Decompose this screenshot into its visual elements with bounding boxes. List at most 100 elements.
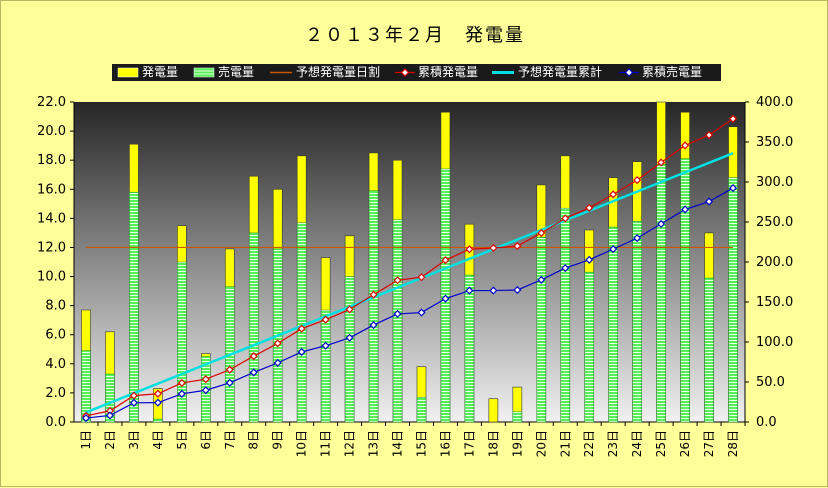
left-tick-label: 18.0 [37,153,66,168]
right-tick-label: 50.0 [756,375,785,390]
cumulative-generation-point [489,243,498,253]
x-tick-label: 8日 [247,430,261,450]
cumulative-sell-point [345,333,354,342]
sell-bar [392,219,403,423]
cumulative-generation-point [561,214,570,223]
generation-bar [488,398,499,423]
cumulative-generation-point [273,339,282,348]
cumulative-generation-point [249,352,258,361]
cumulative-generation-point [201,375,210,384]
sell-bar [105,373,115,423]
cumulative-sell-point [441,294,450,303]
x-tick-label: 19日 [510,430,524,457]
x-tick-label: 15日 [414,430,428,457]
sell-bar [320,309,331,423]
sell-bar [704,277,714,423]
sell-bar [129,191,139,423]
left-tick-label: 22.0 [37,95,66,110]
sell-bar [536,237,547,423]
cumulative-sell-point [537,275,546,284]
x-tick-label: 23日 [606,430,620,457]
left-tick-label: 6.0 [45,328,66,343]
left-tick-label: 12.0 [37,240,66,255]
cumulative-generation-point [728,114,738,123]
cumulative-sell-point [561,264,570,273]
left-tick-label: 16.0 [37,182,66,197]
cumulative-sell-point [177,389,186,398]
cumulative-generation-point [585,203,594,212]
x-tick-label: 20日 [534,430,548,457]
plot-area [74,102,745,422]
cumulative-sell-point [585,255,594,264]
cumulative-sell-point [633,234,642,243]
right-tick-label: 150.0 [756,295,793,310]
cumulative-generation-point [345,305,354,314]
x-tick-label: 4日 [151,430,165,450]
chart-legend: 発電量 売電量 予想発電量日割 累積発電量 予想発電量累計 累積売電量 [112,64,721,81]
sell-bar [368,190,379,423]
left-tick-label: 20.0 [37,124,66,139]
legend-symbol [116,64,140,81]
cumulative-generation-point [369,290,378,299]
sell-bar [177,261,187,423]
cumulative-sell-point [393,309,402,318]
x-tick-label: 17日 [462,430,476,457]
cumulative-sell-point [153,398,162,407]
legend-label: 予想発電量日割 [296,65,381,79]
legend-symbol [618,64,640,81]
cumulative-generation-point [537,228,546,238]
left-tick-label: 8.0 [45,299,66,314]
cumulative-generation-point [153,389,162,398]
legend-label: 発電量 [142,65,179,79]
x-tick-label: 12日 [343,430,357,457]
cumulative-sell-point [225,378,234,387]
x-tick-label: 24日 [630,430,644,457]
x-tick-label: 3日 [127,430,141,450]
sell-bar [416,397,427,423]
cumulative-sell-point [417,308,426,317]
cumulative-generation-point [633,176,642,185]
x-tick-label: 2日 [103,430,117,450]
left-tick-label: 10.0 [37,270,66,285]
cumulative-sell-point [201,386,210,395]
cumulative-sell-line [85,187,734,419]
x-tick-label: 25日 [654,430,668,457]
cumulative-sell-point [129,398,138,407]
cumulative-generation-point [225,365,234,374]
sell-bar [464,274,475,423]
right-tick-label: 400.0 [756,95,793,110]
sell-bar [153,418,163,423]
cumulative-generation-point [177,378,186,388]
left-tick-label: 14.0 [37,211,66,226]
x-tick-label: 9日 [271,430,285,450]
cumulative-generation-point [657,158,666,167]
x-tick-label: 27日 [702,430,716,457]
cumulative-generation-point [681,141,690,150]
sell-bar [728,177,738,423]
cumulative-sell-point [609,245,618,254]
cumulative-plan-line [85,152,734,414]
legend-label: 予想発電量累計 [518,65,603,79]
cumulative-generation-point [609,190,618,199]
sell-bar [344,276,355,423]
cumulative-generation-point [441,256,450,265]
chart-title: ２０１３年２月 発電量 [305,25,525,46]
x-tick-label: 6日 [199,430,213,450]
cumulative-sell-point [369,320,378,330]
cumulative-sell-point [657,219,666,228]
cumulative-sell-point [513,285,522,295]
cumulative-sell-point [465,286,474,295]
left-tick-label: 4.0 [45,357,66,372]
cumulative-sell-point [321,341,330,350]
cumulative-sell-point [105,411,114,420]
sell-bar [656,164,666,423]
right-tick-label: 0.0 [756,415,777,430]
left-tick-label: 0.0 [45,415,66,430]
x-tick-label: 7日 [223,430,237,450]
x-tick-label: 18日 [486,430,500,457]
x-tick-label: 1日 [79,430,93,450]
cumulative-generation-point [321,315,330,324]
cumulative-sell-point [681,205,690,214]
